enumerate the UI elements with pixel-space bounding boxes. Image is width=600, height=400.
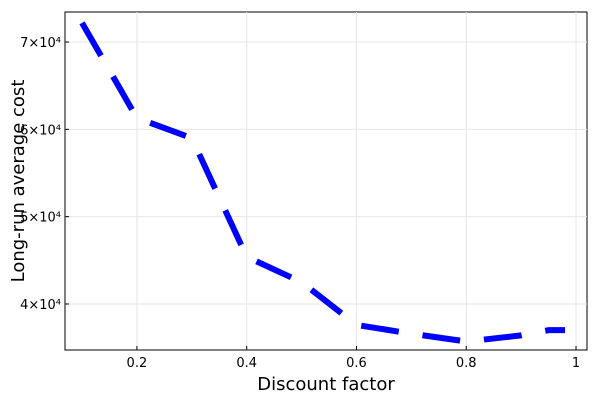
- x-axis-label: Discount factor: [257, 374, 395, 395]
- y-tick-label: 7×10⁴: [20, 36, 61, 51]
- x-tick-label: 0.6: [346, 356, 367, 371]
- x-tick-label: 0.2: [127, 356, 148, 371]
- x-tick-label: 0.8: [456, 356, 477, 371]
- x-tick-label: 0.4: [236, 356, 257, 371]
- line-series: [79, 21, 566, 345]
- y-axis-label: Long-run average cost: [8, 80, 29, 283]
- y-tick-label: 5×10⁴: [20, 211, 61, 226]
- y-tick-label: 6×10⁴: [20, 123, 61, 138]
- plot-frame: [64, 11, 588, 351]
- y-tick-label: 4×10⁴: [20, 298, 61, 313]
- x-tick-label: 1: [572, 356, 580, 371]
